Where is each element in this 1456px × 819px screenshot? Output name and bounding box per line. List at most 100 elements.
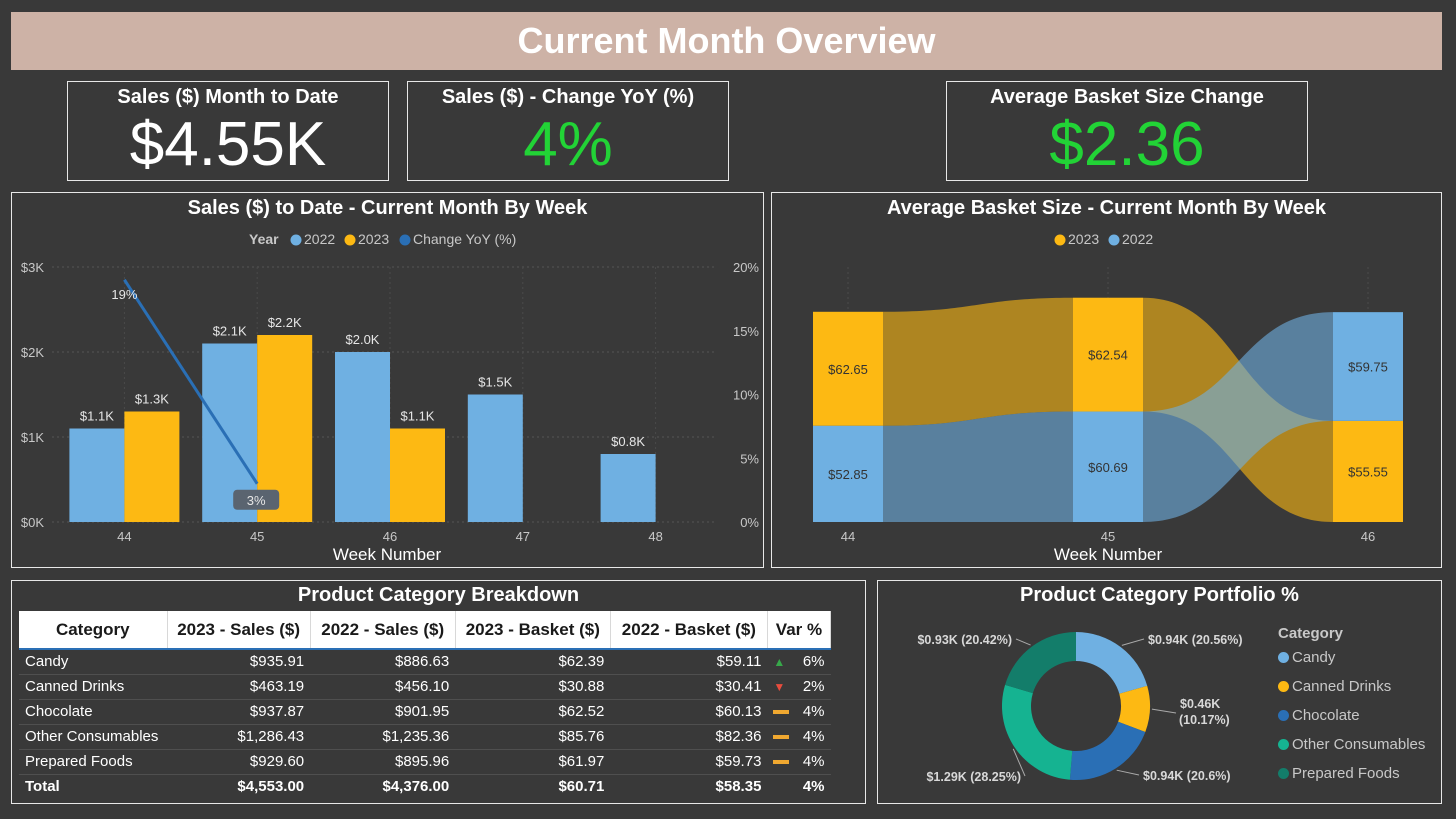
- ribbon-2022: [1143, 312, 1333, 522]
- legend-item-canned-drinks[interactable]: Canned Drinks: [1278, 678, 1391, 695]
- total-sales-2023: $4,553.00: [167, 773, 311, 799]
- legend-item-chocolate[interactable]: Chocolate: [1278, 707, 1360, 724]
- category-breakdown-panel[interactable]: Product Category Breakdown Category 2023…: [11, 580, 866, 804]
- slice-data-label: $0.46K: [1180, 697, 1220, 711]
- legend-item-other-consumables[interactable]: Other Consumables: [1278, 736, 1425, 753]
- column-header-sales-2022[interactable]: 2022 - Sales ($): [310, 611, 456, 650]
- bar-data-label: $1.1K: [401, 409, 435, 424]
- bar-2022-week-45[interactable]: [1073, 411, 1143, 522]
- column-header-sales-2023[interactable]: 2023 - Sales ($): [167, 611, 311, 650]
- table-row[interactable]: Canned Drinks $463.19 $456.10 $30.88 $30.41 ▼…: [19, 674, 831, 700]
- table-row[interactable]: Chocolate $937.87 $901.95 $62.52 $60.13 4%: [19, 699, 831, 725]
- page-banner: Current Month Overview: [11, 12, 1442, 70]
- x-tick-label: 46: [1361, 529, 1375, 544]
- category-breakdown-table[interactable]: Category 2023 - Sales ($) 2022 - Sales (…: [19, 611, 832, 799]
- total-var: 4%: [767, 773, 831, 799]
- bar-2022-week-47[interactable]: [467, 394, 523, 523]
- cell-basket-2023: $62.52: [455, 699, 611, 725]
- table-row[interactable]: Other Consumables $1,286.43 $1,235.36 $85.7…: [19, 724, 831, 750]
- cell-var: 4%: [767, 699, 831, 725]
- donut-slice-canned-drinks[interactable]: [1118, 685, 1150, 732]
- cell-sales-2022: $1,235.36: [310, 724, 456, 750]
- table-row[interactable]: Prepared Foods $929.60 $895.96 $61.97 $59.73…: [19, 749, 831, 775]
- leader-line: [1121, 638, 1145, 646]
- kpi-title: Average Basket Size Change: [990, 86, 1264, 108]
- var-value: 4%: [802, 703, 825, 720]
- legend-item-candy[interactable]: Candy: [1278, 649, 1335, 666]
- donut-slice-chocolate[interactable]: [1069, 721, 1146, 780]
- legend-label-2022: 2022: [1122, 231, 1153, 247]
- donut-slice-other-consumables[interactable]: [1002, 684, 1073, 780]
- bar-2023-week-44[interactable]: [813, 311, 883, 426]
- slice-data-label: $1.29K (28.25%): [926, 770, 1021, 784]
- legend-label-change-yoy: Change YoY (%): [413, 231, 516, 247]
- bar-2022-week-46[interactable]: [1333, 312, 1403, 421]
- column-header-category[interactable]: Category: [19, 611, 168, 650]
- legend-marker: [1278, 739, 1289, 750]
- ribbon-2023: [883, 297, 1073, 426]
- donut-slice-prepared-foods[interactable]: [1005, 632, 1076, 694]
- slice-data-label: $0.94K (20.56%): [1148, 633, 1243, 647]
- legend-label: Candy: [1292, 649, 1336, 666]
- cell-sales-2023: $929.60: [167, 749, 311, 775]
- bar-2022-week-46[interactable]: [335, 352, 390, 522]
- line-label-bubble: [233, 489, 280, 510]
- y-tick-label: $3K: [21, 260, 44, 275]
- slice-data-label: (10.17%): [1179, 713, 1230, 727]
- column-header-var[interactable]: Var %: [767, 611, 832, 650]
- cell-sales-2022: $895.96: [310, 749, 456, 775]
- sales-by-week-panel[interactable]: Sales ($) to Date - Current Month By Wee…: [11, 192, 764, 568]
- leader-line: [1015, 638, 1031, 646]
- cell-category: Other Consumables: [19, 724, 168, 750]
- y-tick-label: $2K: [21, 345, 44, 360]
- portfolio-donut-chart[interactable]: $0.94K (20.56%) $0.46K (10.17%) $0.94K (20.…: [878, 581, 1441, 803]
- legend-title: Year: [249, 231, 279, 247]
- bar-2023-week-45[interactable]: [1073, 297, 1143, 412]
- x-axis-title: Week Number: [1054, 545, 1163, 564]
- kpi-card-sales-yoy[interactable]: Sales ($) - Change YoY (%) 4%: [407, 81, 729, 181]
- basket-size-panel[interactable]: Average Basket Size - Current Month By W…: [771, 192, 1442, 568]
- bar-data-label: $2.2K: [268, 315, 302, 330]
- y2-tick-label: 5%: [740, 451, 759, 466]
- dash-icon: [773, 759, 790, 764]
- x-axis-title: Week Number: [333, 545, 442, 564]
- change-yoy-line[interactable]: [123, 278, 259, 485]
- legend-label: Chocolate: [1292, 707, 1360, 724]
- x-tick-label: 45: [1101, 529, 1115, 544]
- cell-var: ▼ 2%: [767, 674, 831, 700]
- basket-size-chart[interactable]: 2023 2022 44 45 46 $62.65 $52.85 $62.54 $60.6…: [772, 193, 1441, 567]
- total-label: Total: [19, 773, 168, 799]
- var-value: 4%: [802, 728, 825, 745]
- leader-line: [1116, 769, 1140, 776]
- bar-2023-week-46[interactable]: [390, 428, 445, 523]
- kpi-card-basket-change[interactable]: Average Basket Size Change $2.36: [946, 81, 1308, 181]
- kpi-card-sales-mtd[interactable]: Sales ($) Month to Date $4.55K: [67, 81, 389, 181]
- bar-2023-week-46[interactable]: [1333, 420, 1403, 522]
- bar-2022-week-44[interactable]: [813, 425, 883, 522]
- cell-category: Chocolate: [19, 699, 168, 725]
- legend-marker-2022: [1108, 234, 1120, 246]
- chart-title: Product Category Portfolio %: [1020, 584, 1299, 606]
- total-basket-2023: $60.71: [455, 773, 611, 799]
- legend-item-prepared-foods[interactable]: Prepared Foods: [1278, 765, 1400, 782]
- column-header-basket-2023[interactable]: 2023 - Basket ($): [455, 611, 611, 650]
- bar-2022-week-48[interactable]: [600, 454, 656, 522]
- table-row[interactable]: Candy $935.91 $886.63 $62.39 $59.11 ▲ 6%: [19, 649, 831, 675]
- bar-2022-week-44[interactable]: [69, 428, 125, 523]
- cell-category: Prepared Foods: [19, 749, 168, 775]
- legend-marker: [1278, 652, 1289, 663]
- bar-2023-week-44[interactable]: [124, 411, 180, 523]
- kpi-value: 4%: [523, 110, 613, 179]
- sales-by-week-chart[interactable]: Year 2022 2023 Change YoY (%) $0K $1K $2K $…: [12, 193, 763, 567]
- legend-marker-2023: [1054, 234, 1066, 246]
- portfolio-panel[interactable]: Product Category Portfolio % $0.94K (20.…: [877, 580, 1442, 804]
- cell-basket-2023: $62.39: [455, 649, 611, 675]
- kpi-title: Sales ($) Month to Date: [117, 86, 339, 108]
- column-header-basket-2022[interactable]: 2022 - Basket ($): [610, 611, 768, 650]
- cell-sales-2022: $886.63: [310, 649, 456, 675]
- cell-sales-2023: $463.19: [167, 674, 311, 700]
- y2-tick-label: 0%: [740, 515, 759, 530]
- donut-slice-candy[interactable]: [1076, 632, 1148, 694]
- legend-marker: [1278, 768, 1289, 779]
- var-value: 6%: [802, 653, 825, 671]
